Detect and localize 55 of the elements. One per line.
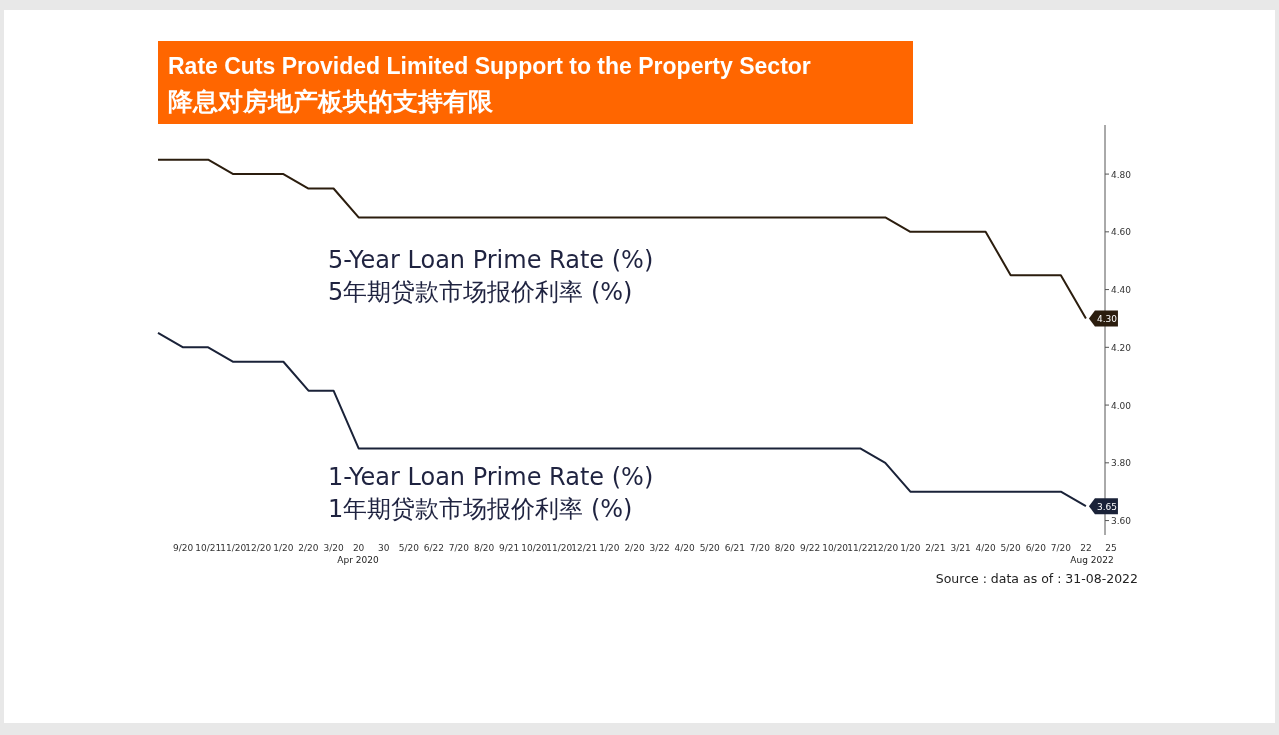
source-note: Source : data as of : 31-08-2022 [935,571,1138,586]
line-series [157,158,1087,320]
series-label: 5-Year Loan Prime Rate (%) 5年期贷款市场报价利率 (%) [328,246,654,306]
x-tick-label: 3/20 [323,543,344,553]
x-tick-label: 3/21 [950,543,971,553]
x-tick-label: 12/20 [872,543,899,553]
x-tick-label: 8/20 [774,543,796,553]
text: Aug 2022 [1070,555,1114,565]
x-tick-label: 11/20 [546,543,573,553]
x-tick-label: 10/20 [521,543,548,553]
x-tick-label: 1/20 [900,543,921,553]
x-tick-label: 2/20 [298,543,319,553]
x-tick-label: 20 [352,543,365,553]
x-tick-label: 25 [1105,543,1117,553]
series-label: 1-Year Loan Prime Rate (%) 1年期贷款市场报价利率 (%) [328,463,654,523]
y-tick-label: 3.60 [1111,516,1132,527]
x-tick-label: 2/21 [925,543,946,553]
y-tick-label: 3.80 [1111,458,1132,469]
x-tick-label: 8/20 [473,543,495,553]
x-tick-label: 7/20 [448,543,470,553]
x-tick-label: 10/21 [195,543,222,553]
x-tick-label: 6/20 [1025,543,1047,553]
x-tick-label: 6/21 [724,543,745,553]
data-label: 3.65 [1096,501,1117,512]
x-tick-label: 4/20 [674,543,696,553]
x-tick-label: 3/22 [649,543,670,553]
data-label: 4.30 [1096,313,1118,324]
x-tick-label: 11/22 [847,543,874,553]
x-tick-label: 7/20 [1050,543,1072,553]
x-tick-label: 4/20 [975,543,996,553]
x-tick-label: 7/20 [749,543,771,553]
chart-subtitle: 降息对房地产板块的支持有限 [168,87,494,116]
y-tick-label: 4.60 [1111,227,1132,238]
x-tick-label: 11/20 [220,543,247,553]
y-tick-label: 4.00 [1111,400,1132,411]
x-tick-label: 5/20 [699,543,721,553]
x-tick-label: 2/20 [624,543,645,553]
x-tick-label: 5/20 [1000,543,1022,553]
y-tick-label: 4.20 [1111,342,1132,353]
x-tick-label: 9/20 [172,543,194,553]
x-tick-label: 30 [377,543,390,553]
x-tick-label: 10/20 [822,543,849,553]
x-tick-label: 5/20 [398,543,420,553]
text: Apr 2020 [337,555,379,565]
y-tick-label: 4.40 [1111,285,1132,296]
x-tick-label: 1/20 [273,543,294,553]
x-tick-label: 12/21 [571,543,598,553]
y-tick-label: 4.80 [1111,169,1132,180]
x-tick-label: 1/20 [599,543,620,553]
x-tick-label: 12/20 [245,543,272,553]
x-tick-label: 6/22 [423,543,444,553]
x-tick-label: 9/22 [799,543,821,553]
x-tick-label: 9/21 [499,543,520,553]
chart-title: Rate Cuts Provided Limited Support to the Property Sector [168,53,811,79]
x-tick-label: 22 [1080,543,1092,553]
